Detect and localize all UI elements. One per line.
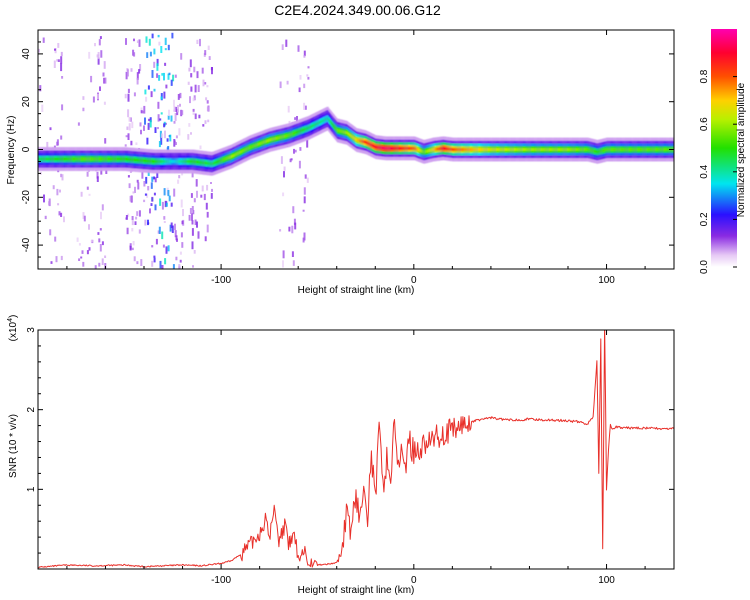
page-title: C2E4.2024.349.00.06.G12 bbox=[274, 2, 441, 18]
snr-x-tick-label: 0 bbox=[411, 575, 417, 586]
spectrogram-x-label: Height of straight line (km) bbox=[298, 285, 415, 296]
snr-y-tick-label: 2 bbox=[26, 406, 37, 412]
colorbar-tick-label: 0.0 bbox=[699, 260, 710, 274]
colorbar-tick-label: 0.4 bbox=[699, 164, 710, 178]
colorbar bbox=[711, 29, 737, 267]
snr-chart: -100 0 100 1 2 3 Height of straight line (km)… bbox=[7, 315, 675, 596]
spectrogram-y-tick-label: -20 bbox=[21, 190, 32, 205]
spectrogram-y-tick-label: 20 bbox=[21, 96, 32, 108]
spectrogram-x-tick-label: -100 bbox=[211, 275, 231, 286]
spectrogram-y-tick-label: -40 bbox=[21, 237, 32, 252]
spectrogram-marks bbox=[38, 32, 674, 269]
snr-y-tick-label: 1 bbox=[26, 486, 37, 492]
spectrogram-x-tick-label: 100 bbox=[598, 275, 615, 286]
spectrogram-ridge bbox=[38, 106, 674, 176]
spectrogram-x-tick-label: 0 bbox=[411, 275, 417, 286]
snr-x-tick-label: 100 bbox=[598, 575, 615, 586]
spectrogram-chart: -100 0 100 -40 -20 0 20 40 Height of straight l… bbox=[6, 29, 747, 296]
spectrogram-y-tick-label: 0 bbox=[21, 146, 32, 152]
snr-y-tick-label: 3 bbox=[26, 327, 37, 333]
snr-x-label: Height of straight line (km) bbox=[298, 585, 415, 596]
colorbar-tick-label: 0.8 bbox=[699, 69, 710, 83]
colorbar-tick-label: 0.6 bbox=[699, 117, 710, 131]
colorbar-label: Normalized spectral amplitude bbox=[736, 82, 747, 217]
snr-y-scale-note: (x104) bbox=[7, 315, 19, 342]
snr-y-axis-label: SNR (10 * v/v) bbox=[8, 414, 19, 478]
snr-frame bbox=[37, 329, 675, 570]
snr-x-tick-label: -100 bbox=[211, 575, 231, 586]
spectrogram-y-tick-label: 40 bbox=[21, 48, 32, 60]
spectrogram-y-label: Frequency (Hz) bbox=[6, 116, 17, 185]
snr-series-line bbox=[38, 330, 674, 569]
colorbar-tick-label: 0.2 bbox=[699, 212, 710, 226]
